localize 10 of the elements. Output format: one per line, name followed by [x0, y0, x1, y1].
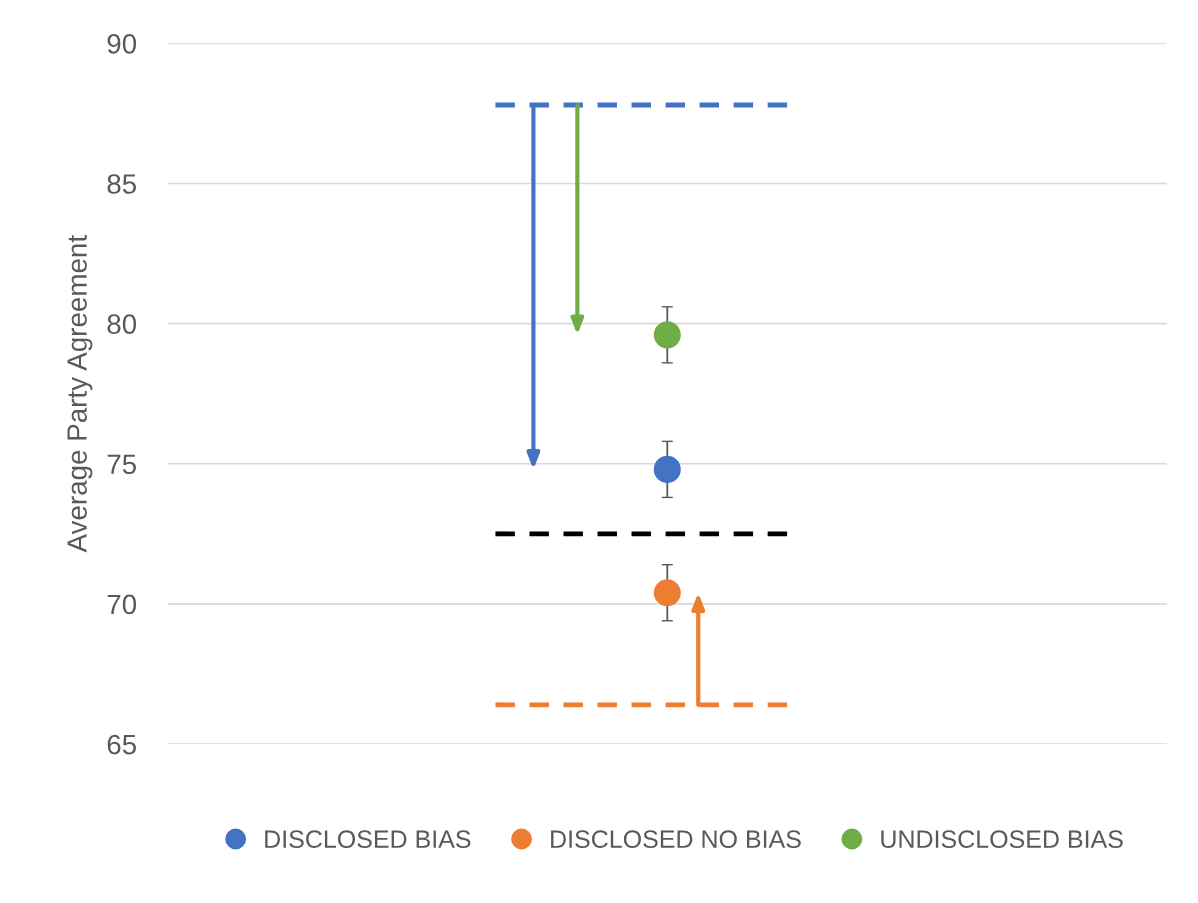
legend-label: DISCLOSED NO BIAS [551, 830, 801, 848]
y-tick-label: 65 [107, 734, 136, 755]
y-axis-title: Average Party Agreement [67, 235, 93, 553]
y-tick-label: 85 [107, 174, 136, 194]
y-tick-label: 70 [107, 594, 137, 615]
legend-label: DISCLOSED BIAS [265, 830, 471, 848]
legend-label: UNDISCLOSED BIAS [881, 830, 1123, 848]
y-tick-label: 80 [107, 314, 137, 334]
y-tick-label: 90 [107, 34, 137, 54]
y-tick-label: 75 [107, 454, 136, 475]
